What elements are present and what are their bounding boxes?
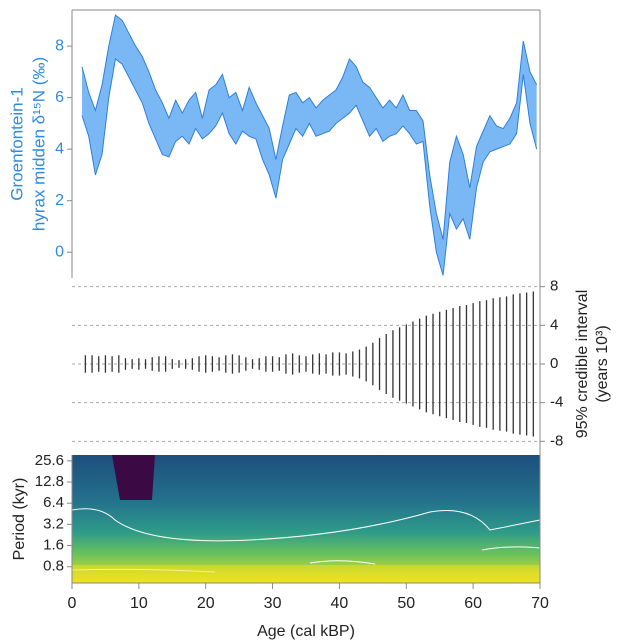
wavelet-high-power xyxy=(72,565,540,583)
y2-label: 95% credible interval xyxy=(574,290,591,439)
y2-tick-label: -8 xyxy=(550,432,563,449)
x-tick-label: 10 xyxy=(130,595,148,612)
y-tick-label: 6 xyxy=(55,89,64,106)
y2-tick-label: 4 xyxy=(550,316,558,333)
y-label: Period (kyr) xyxy=(11,478,28,561)
y-label: Groenfontein-1 xyxy=(7,87,26,200)
x-tick-label: 0 xyxy=(68,595,77,612)
x-tick-label: 30 xyxy=(264,595,282,612)
y-tick-label: 25.6 xyxy=(35,452,64,469)
x-tick-label: 50 xyxy=(397,595,415,612)
wavelet-image xyxy=(71,455,541,583)
y2-label: (years 10³) xyxy=(594,325,611,402)
x-label: Age (cal kBP) xyxy=(257,623,355,640)
band-upper-line xyxy=(81,14,538,240)
x-tick-label: 70 xyxy=(531,595,549,612)
y-tick-label: 12.8 xyxy=(35,473,64,490)
x-tick-label: 60 xyxy=(464,595,482,612)
x-tick-label: 40 xyxy=(331,595,349,612)
y2-tick-label: -4 xyxy=(550,394,563,411)
y-tick-label: 8 xyxy=(55,37,64,54)
y-label: hyrax midden δ¹⁵N (‰) xyxy=(29,57,48,231)
band-area xyxy=(82,15,537,276)
y-tick-label: 2 xyxy=(55,192,64,209)
y-tick-label: 1.6 xyxy=(43,537,64,554)
y-tick-label: 4 xyxy=(55,140,64,157)
x-tick-label: 20 xyxy=(197,595,215,612)
y-tick-label: 6.4 xyxy=(43,494,64,511)
y-tick-label: 0 xyxy=(55,243,64,260)
wavelet-contour xyxy=(71,508,541,542)
wavelet-contour xyxy=(481,546,541,551)
y-tick-label: 3.2 xyxy=(43,515,64,532)
wavelet-low-power xyxy=(112,455,155,500)
y2-tick-label: 0 xyxy=(550,355,558,372)
y-tick-label: 0.8 xyxy=(43,558,64,575)
band-lower-line xyxy=(81,58,538,276)
y2-tick-label: 8 xyxy=(550,278,558,295)
wavelet-contour xyxy=(309,560,376,565)
